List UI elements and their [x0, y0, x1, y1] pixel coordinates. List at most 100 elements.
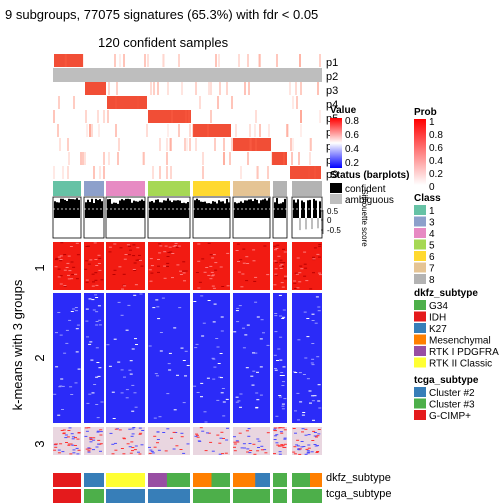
heatmap-cell	[75, 278, 79, 280]
heatmap-cell	[150, 450, 154, 452]
heatmap-cell	[249, 450, 253, 451]
heatmap-cell	[133, 262, 137, 264]
prob-track-cell	[163, 54, 165, 67]
prob-track-peak	[290, 166, 321, 179]
heatmap-cell	[240, 447, 244, 449]
heatmap-cell	[274, 331, 278, 333]
prob-track-cell	[314, 166, 316, 179]
prob-track-cell	[289, 82, 291, 95]
tcga-segment	[106, 489, 145, 503]
silhouette-bar	[125, 198, 127, 218]
heatmap-cell	[176, 264, 180, 266]
heatmap-cell	[254, 276, 258, 278]
heatmap-cell	[297, 339, 301, 341]
heatmap-cell	[89, 437, 93, 439]
heatmap-cell	[61, 409, 64, 410]
silhouette-bar	[236, 203, 238, 218]
prob-track-cell	[147, 54, 149, 67]
tcga-legend-title: tcga_subtype	[414, 375, 479, 386]
heatmap-cell	[90, 359, 94, 361]
heatmap-cell	[262, 332, 265, 334]
silhouette-bar	[129, 199, 131, 218]
heatmap-cell	[259, 366, 263, 368]
heatmap-cell	[96, 431, 100, 433]
prob-track-cell	[214, 138, 216, 151]
dkfz-legend-swatch	[414, 323, 426, 333]
heatmap-cell	[276, 444, 280, 446]
heatmap-cell	[67, 430, 71, 431]
heatmap-cell	[209, 265, 213, 267]
value-legend-tick: 0.6	[345, 130, 359, 141]
dkfz-segment	[84, 473, 104, 487]
heatmap-cell	[178, 307, 182, 309]
class-segment	[106, 181, 145, 196]
heatmap-cell	[256, 316, 260, 318]
heatmap-block	[106, 242, 145, 290]
heatmap-cell	[197, 440, 201, 442]
heatmap-cell	[65, 267, 69, 268]
heatmap-cell	[154, 373, 158, 375]
heatmap-cell	[60, 430, 64, 431]
silhouette-bar	[303, 202, 305, 218]
heatmap-cell	[135, 344, 138, 345]
prob-track-cell	[167, 82, 169, 95]
class-segment	[53, 181, 81, 196]
dkfz-segment	[273, 473, 287, 487]
heatmap-cell	[279, 259, 283, 261]
heatmap-cell	[158, 416, 162, 418]
prob-track-cell	[218, 54, 220, 67]
heatmap-cell	[313, 395, 317, 397]
heatmap-cell	[215, 338, 219, 339]
silhouette-bar	[113, 202, 115, 218]
prob-track-cell	[258, 54, 260, 67]
silhouette-bar	[210, 203, 212, 218]
prob-track-cell	[162, 54, 164, 67]
heatmap-cell	[303, 263, 307, 265]
heatmap-cell	[314, 445, 318, 447]
silhouette-bar	[212, 201, 214, 218]
heatmap-cell	[304, 267, 308, 269]
silhouette-bar	[295, 202, 297, 218]
heatmap-cell	[242, 327, 245, 329]
prob-track-cell	[169, 138, 171, 151]
heatmap-cell	[302, 374, 306, 375]
prob-track-cell	[259, 54, 261, 67]
prob-track-cell	[202, 166, 204, 179]
class-legend-swatch	[414, 274, 426, 284]
heatmap-cell	[299, 401, 303, 403]
heatmap-cell	[157, 265, 160, 267]
heatmap-cell	[252, 352, 255, 354]
heatmap-cell	[71, 436, 75, 438]
silhouette-bar	[228, 202, 230, 218]
heatmap-cell	[182, 270, 186, 272]
heatmap-cell	[297, 448, 301, 450]
silhouette-bar	[274, 202, 276, 218]
status-swatch-ambiguous	[330, 194, 342, 204]
heatmap-cell	[281, 266, 285, 268]
prob-track-cell	[195, 138, 197, 151]
heatmap-cell	[247, 435, 251, 437]
heatmap-cell	[266, 274, 270, 276]
heatmap-cell	[150, 272, 154, 274]
dkfz-legend-swatch	[414, 300, 426, 310]
heatmap-cell	[182, 452, 186, 454]
heatmap-cell	[74, 382, 78, 384]
heatmap-cell	[222, 401, 226, 403]
heatmap-cell	[244, 334, 248, 336]
dkfz-legend-swatch	[414, 346, 426, 356]
heatmap-cell	[202, 322, 206, 324]
heatmap-cell	[77, 449, 81, 451]
heatmap-cell	[298, 272, 302, 274]
prob-track-cell	[67, 138, 69, 151]
heatmap-cell	[206, 432, 209, 434]
heatmap-cell	[274, 368, 277, 369]
prob-track-cell	[146, 124, 148, 137]
heatmap-cell	[63, 352, 67, 354]
silhouette-bar	[214, 201, 216, 218]
heatmap-cell	[89, 441, 93, 443]
heatmap-cell	[255, 392, 259, 394]
heatmap-cell	[281, 427, 285, 429]
heatmap-cell	[242, 443, 246, 445]
prob-track-cell	[250, 138, 252, 151]
heatmap-cell	[256, 399, 260, 401]
